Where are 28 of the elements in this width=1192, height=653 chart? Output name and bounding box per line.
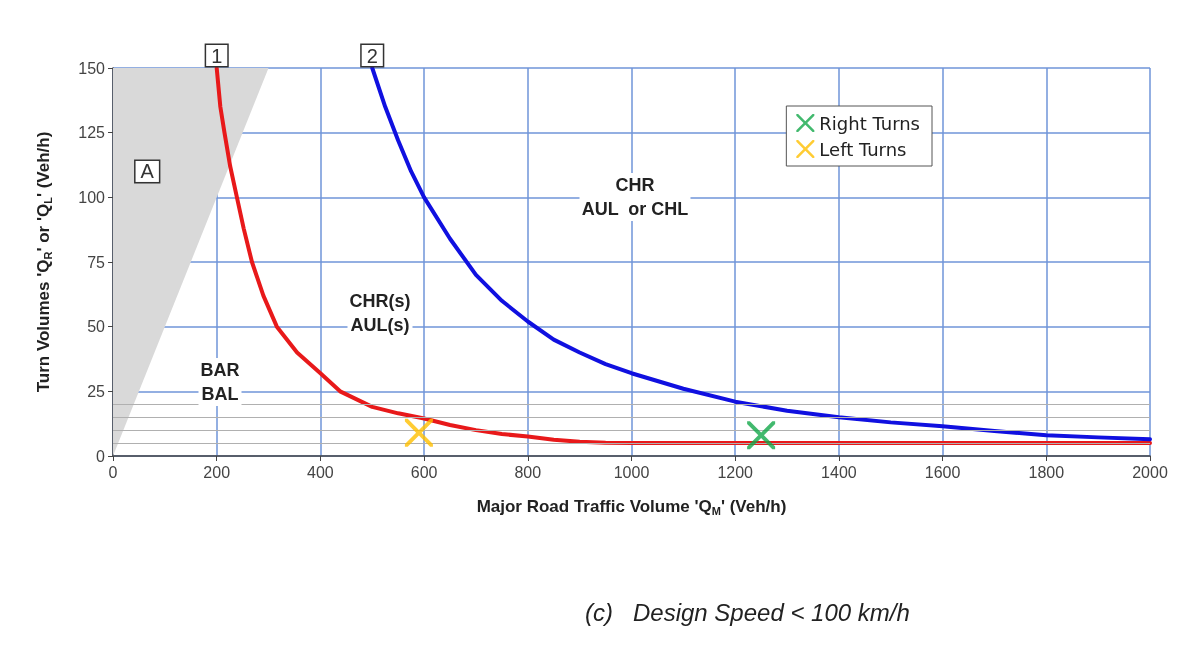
x-tick-label: 600 [410, 463, 438, 481]
legend-label: Left Turns [819, 138, 907, 160]
x-tick-label: 1200 [717, 463, 754, 481]
x-tick-label: 0 [108, 463, 118, 481]
y-tick-label: 100 [78, 188, 106, 206]
y-tick-label: 75 [87, 253, 106, 271]
annotation: BAR BAL [200, 360, 240, 404]
y-tick-label: 50 [87, 318, 106, 336]
y-tick-label: 150 [78, 59, 106, 77]
x-tick-label: 1400 [821, 463, 857, 481]
y-tick-label: 0 [96, 447, 106, 465]
x-tick-label: 800 [514, 463, 542, 481]
y-tick-label: 125 [78, 124, 106, 142]
x-tick-label: 1600 [924, 463, 961, 481]
annotation: CHR AUL or CHL [581, 175, 689, 219]
x-tick-label: 200 [203, 463, 231, 481]
x-tick-label: 400 [307, 463, 334, 481]
x-tick-label: 2000 [1132, 463, 1168, 481]
x-tick-label: 1800 [1028, 463, 1065, 481]
annotation: CHR(s) AUL(s) [349, 291, 411, 335]
annotation: A [140, 160, 155, 183]
y-tick-label: 25 [87, 382, 106, 400]
annotation: 2 [366, 45, 378, 67]
annotation: 1 [211, 45, 223, 67]
text: (c) Design Speed < 100 km/h [585, 598, 910, 626]
y-axis-title: Turn Volumes 'QR' or 'QL' (Veh/h) [33, 131, 54, 393]
x-tick-label: 1000 [613, 463, 650, 481]
legend-label: Right Turns [819, 112, 921, 134]
